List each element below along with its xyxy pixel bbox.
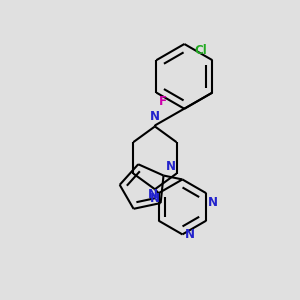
Text: N: N bbox=[150, 110, 160, 124]
Text: N: N bbox=[166, 160, 176, 172]
Text: F: F bbox=[159, 94, 167, 107]
Text: N: N bbox=[185, 228, 195, 241]
Text: Cl: Cl bbox=[195, 44, 208, 57]
Text: N: N bbox=[150, 192, 160, 205]
Text: N: N bbox=[148, 188, 158, 201]
Text: N: N bbox=[208, 196, 218, 209]
